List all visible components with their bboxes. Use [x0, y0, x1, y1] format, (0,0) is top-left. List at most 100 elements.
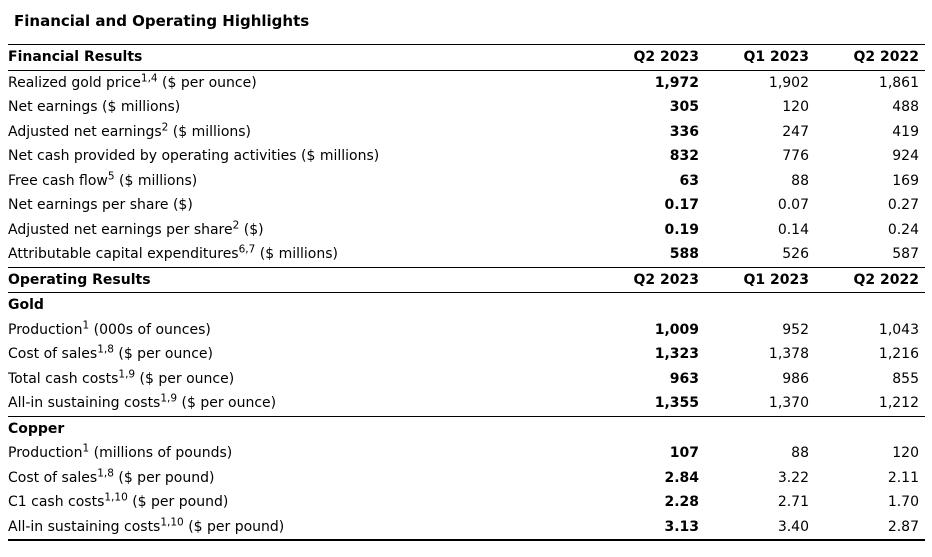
value-cell: 588: [669, 246, 699, 262]
footnote-ref: 1: [82, 318, 90, 331]
metric-name: Free cash flow: [8, 172, 108, 189]
value-cell: 2.87: [887, 518, 919, 535]
metric-unit: ($ millions): [97, 99, 181, 115]
value-cell: 2.11: [887, 469, 919, 486]
table-row: All-in sustaining costs1,9 ($ per ounce)…: [8, 391, 925, 416]
metric-unit: ($ per ounce): [177, 395, 277, 411]
metric-name: Production: [8, 445, 83, 461]
value-cell: 120: [892, 445, 919, 461]
metric-unit: (millions of pounds): [89, 445, 233, 461]
section-header-row: Operating Results Q2 2023 Q1 2023 Q2 2022: [8, 266, 925, 293]
metric-unit: ($ per pound): [127, 494, 229, 510]
metric-name: Total cash costs: [8, 370, 119, 387]
value-cell: 1,323: [654, 346, 699, 362]
value-cell: 587: [892, 246, 919, 262]
row-label: Net cash provided by operating activitie…: [8, 144, 589, 169]
value-cell: 488: [892, 99, 919, 115]
row-label: Free cash flow5 ($ millions): [8, 169, 589, 194]
highlights-table-body: Financial Results Q2 2023 Q1 2023 Q2 2022 Re…: [8, 44, 925, 541]
metric-unit: ($ per pound): [113, 469, 215, 486]
metric-unit: ($ millions): [168, 123, 252, 140]
column-header: Q2 2023: [589, 44, 699, 71]
table-row: Cost of sales1,8 ($ per ounce) 1,323 1,378…: [8, 342, 925, 367]
value-cell: 1,009: [654, 321, 699, 338]
metric-name: Adjusted net earnings per share: [8, 221, 233, 238]
value-cell: 0.24: [887, 221, 919, 238]
metric-unit: ($ millions): [114, 172, 198, 189]
row-label: Realized gold price1,4 ($ per ounce): [8, 70, 589, 95]
metric-unit: ($ per ounce): [135, 370, 235, 387]
subsection-row: Gold: [8, 292, 925, 318]
footnote-ref: 2: [232, 218, 240, 231]
value-cell: 0.07: [777, 197, 809, 213]
value-cell: 952: [782, 321, 809, 338]
value-cell: 986: [782, 370, 809, 387]
value-cell: 776: [782, 148, 809, 164]
metric-name: Production: [8, 321, 83, 338]
row-label: Adjusted net earnings2 ($ millions): [8, 120, 589, 145]
value-cell: 120: [782, 99, 809, 115]
metric-unit: (000s of ounces): [89, 321, 211, 338]
footnote-ref: 1,9: [160, 392, 178, 405]
metric-name: Net earnings per share: [8, 197, 169, 213]
table-row: Net earnings per share ($) 0.17 0.07 0.27: [8, 193, 925, 218]
column-header: Q2 2023: [589, 266, 699, 293]
metric-name: All-in sustaining costs: [8, 395, 161, 411]
metric-unit: ($ millions): [296, 148, 380, 164]
value-cell: 1,378: [768, 346, 809, 362]
row-label: Cost of sales1,8 ($ per ounce): [8, 342, 589, 367]
value-cell: 1,370: [768, 395, 809, 411]
metric-name: All-in sustaining costs: [8, 518, 161, 535]
value-cell: 1.70: [887, 494, 919, 510]
footnote-ref: 6,7: [238, 243, 256, 256]
footnote-ref: 1,4: [140, 71, 158, 84]
metric-name: Net cash provided by operating activitie…: [8, 148, 297, 164]
value-cell: 855: [892, 370, 919, 387]
column-header: Q1 2023: [699, 266, 809, 293]
column-header: Q2 2022: [809, 44, 925, 71]
table-row: Net cash provided by operating activitie…: [8, 144, 925, 169]
value-cell: 0.14: [777, 221, 809, 238]
subsection-title: Gold: [8, 292, 925, 318]
value-cell: 1,355: [654, 395, 699, 411]
value-cell: 526: [782, 246, 809, 262]
section-header-row: Financial Results Q2 2023 Q1 2023 Q2 2022: [8, 44, 925, 71]
section-title: Operating Results: [8, 266, 589, 293]
row-label: Cost of sales1,8 ($ per pound): [8, 466, 589, 491]
metric-unit: ($): [168, 197, 193, 213]
row-label: Total cash costs1,9 ($ per ounce): [8, 367, 589, 392]
section-title: Financial Results: [8, 44, 589, 71]
footnote-ref: 5: [107, 169, 115, 182]
table-row: Realized gold price1,4 ($ per ounce) 1,97…: [8, 70, 925, 95]
metric-unit: ($): [239, 221, 264, 238]
footnote-ref: 1,10: [104, 491, 128, 504]
table-row: Production1 (000s of ounces) 1,009 952 1,04…: [8, 318, 925, 343]
metric-unit: ($ per ounce): [113, 346, 213, 362]
metric-unit: ($ per pound): [183, 518, 285, 535]
row-label: Production1 (millions of pounds): [8, 441, 589, 466]
value-cell: 1,902: [768, 74, 809, 91]
value-cell: 305: [669, 99, 699, 115]
value-cell: 924: [892, 148, 919, 164]
value-cell: 2.71: [777, 494, 809, 510]
value-cell: 336: [669, 123, 699, 140]
value-cell: 247: [782, 123, 809, 140]
value-cell: 107: [669, 445, 699, 461]
row-label: All-in sustaining costs1,10 ($ per pound…: [8, 515, 589, 541]
footnote-ref: 1: [82, 442, 90, 455]
value-cell: 3.40: [777, 518, 809, 535]
row-label: Production1 (000s of ounces): [8, 318, 589, 343]
value-cell: 419: [892, 123, 919, 140]
footnote-ref: 1,8: [97, 466, 114, 479]
value-cell: 1,216: [878, 346, 919, 362]
value-cell: 2.28: [664, 494, 699, 510]
metric-name: Realized gold price: [8, 74, 141, 91]
value-cell: 0.27: [887, 197, 919, 213]
value-cell: 1,043: [878, 321, 919, 338]
metric-unit: ($ per ounce): [157, 74, 257, 91]
metric-name: C1 cash costs: [8, 494, 105, 510]
value-cell: 1,861: [878, 74, 919, 91]
table-row: C1 cash costs1,10 ($ per pound) 2.28 2.71 1…: [8, 490, 925, 515]
highlights-table: Financial Results Q2 2023 Q1 2023 Q2 2022 Re…: [8, 44, 925, 541]
value-cell: 88: [791, 445, 809, 461]
